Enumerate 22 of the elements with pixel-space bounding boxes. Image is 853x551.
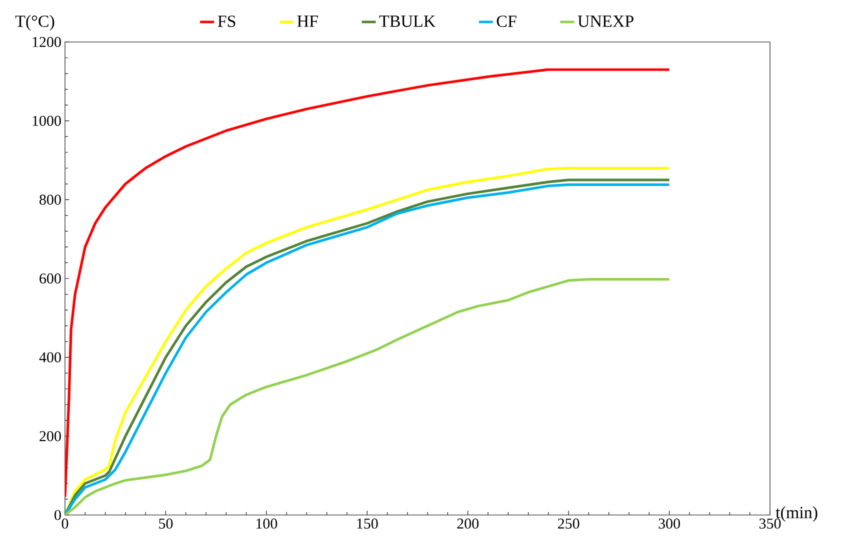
y-tick-label: 800 [40,194,61,205]
legend-label: FS [218,16,236,28]
legend-label: CF [496,16,516,28]
line-series [65,278,671,515]
x-tick-label: 150 [357,518,378,529]
x-tick-label: 200 [457,518,479,529]
legend-label: UNEXP [578,16,634,27]
y-tick-label: 0 [54,510,61,520]
x-tick-label: 250 [558,518,580,529]
y-axis-title: T(°C) [15,15,54,30]
y-tick-label: 1000 [32,116,61,126]
legend-label: HF [297,16,318,27]
y-tick-label: 600 [40,273,61,284]
x-tick-label: 100 [256,518,278,529]
x-tick-label: 50 [159,518,173,529]
y-tick-label: 1200 [32,36,61,48]
y-tick-label: 200 [40,431,61,442]
x-tick-label: 300 [658,518,680,529]
line-series [65,68,671,498]
y-tick-label: 400 [39,352,61,362]
x-tick-label: 0 [62,518,68,529]
legend-label: TBULK [379,16,436,27]
